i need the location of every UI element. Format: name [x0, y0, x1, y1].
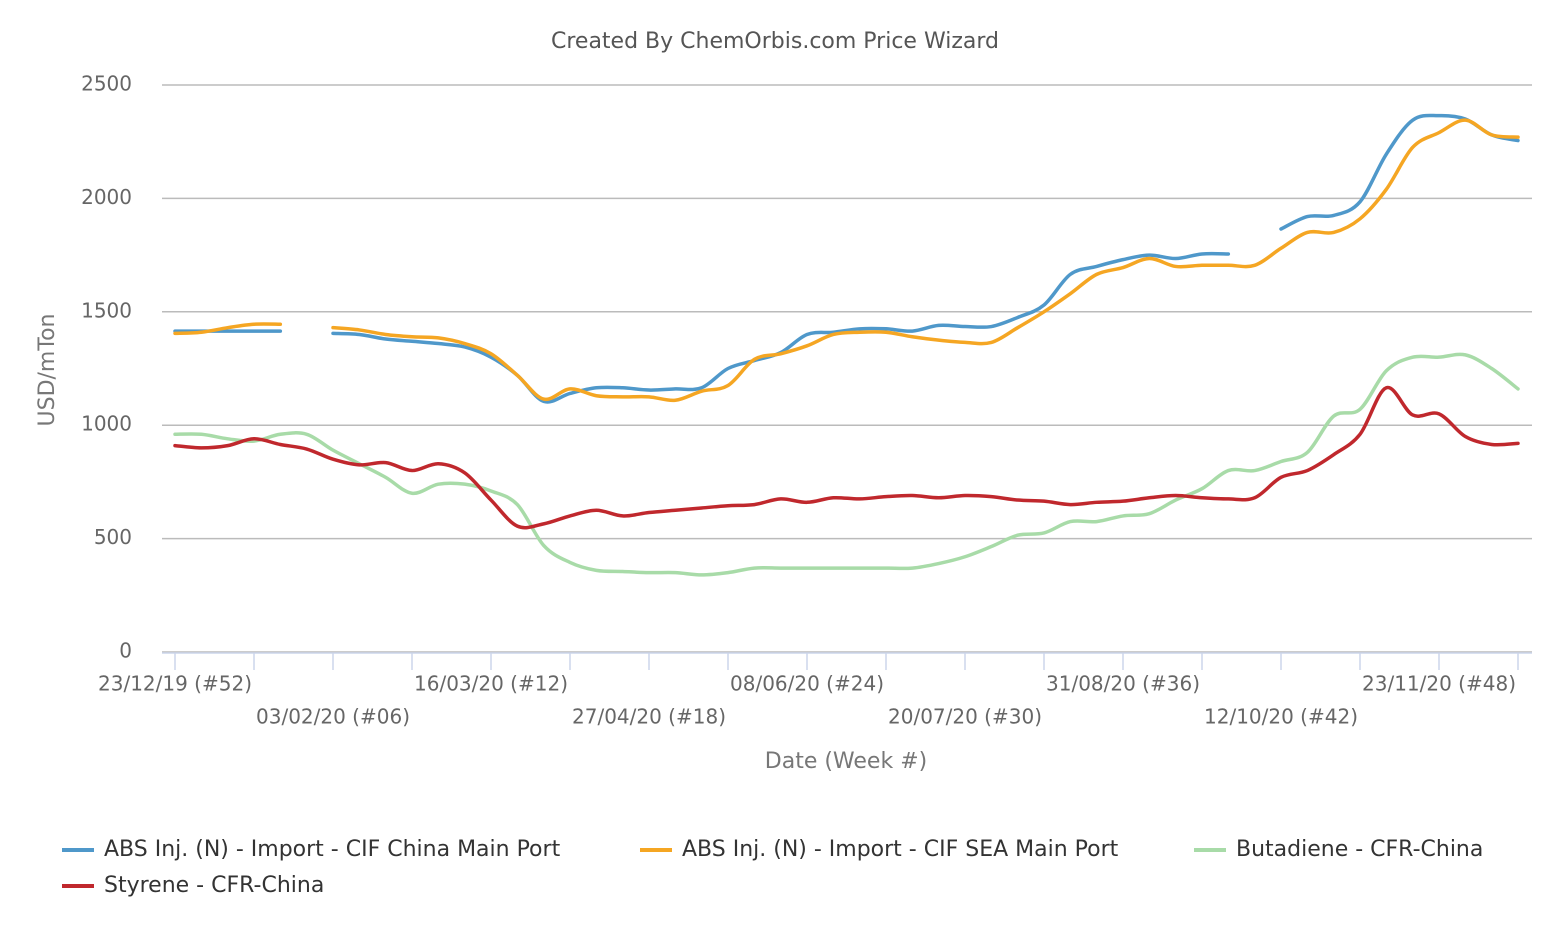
legend-label: ABS Inj. (N) - Import - CIF China Main P… — [104, 837, 561, 862]
legend-label: ABS Inj. (N) - Import - CIF SEA Main Por… — [682, 837, 1119, 862]
series-line — [173, 118, 1520, 403]
legend-label: Styrene - CFR-China — [104, 873, 324, 898]
series-line — [173, 352, 1520, 577]
series-line — [173, 386, 1520, 530]
y-tick-label: 1500 — [81, 298, 132, 322]
x-tick-label: 23/12/19 (#52) — [98, 672, 252, 696]
chart-title: Created By ChemOrbis.com Price Wizard — [551, 29, 999, 54]
legend-label: Butadiene - CFR-China — [1236, 837, 1483, 862]
y-tick-label: 2000 — [81, 185, 132, 209]
y-axis-title: USD/mTon — [35, 314, 60, 427]
x-tick-label: 20/07/20 (#30) — [888, 705, 1042, 729]
x-axis-title: Date (Week #) — [765, 749, 927, 774]
y-tick-label: 2500 — [81, 72, 132, 96]
y-tick-label: 500 — [94, 525, 132, 549]
y-tick-label: 0 — [119, 639, 132, 663]
x-tick-label: 23/11/20 (#48) — [1362, 672, 1516, 696]
series-line — [173, 113, 1520, 404]
x-tick-label: 27/04/20 (#18) — [572, 705, 726, 729]
x-tick-label: 08/06/20 (#24) — [730, 672, 884, 696]
x-tick-label: 31/08/20 (#36) — [1046, 672, 1200, 696]
y-tick-label: 1000 — [81, 412, 132, 436]
x-tick-label: 03/02/20 (#06) — [256, 705, 410, 729]
x-tick-label: 12/10/20 (#42) — [1204, 705, 1358, 729]
x-tick-label: 16/03/20 (#12) — [414, 672, 568, 696]
